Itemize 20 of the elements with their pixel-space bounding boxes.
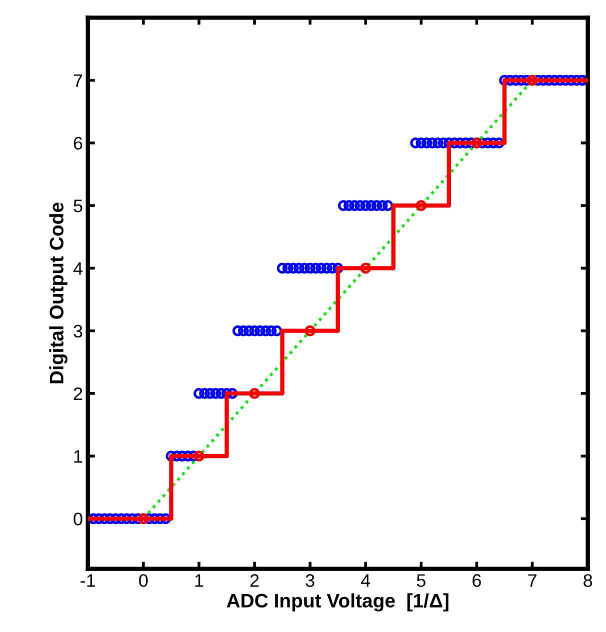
y-tick-label: 2: [74, 387, 82, 400]
x-tick-label: 7: [528, 574, 536, 587]
y-tick-label: 6: [74, 136, 82, 150]
y-axis-title: Digital Output Code: [49, 202, 68, 384]
x-tick-label: 8: [584, 574, 592, 587]
x-tick-label: 0: [139, 574, 148, 587]
x-tick-label: 5: [416, 574, 426, 587]
y-tick-label: 3: [74, 324, 82, 338]
x-tick-label: 2: [250, 574, 259, 587]
y-tick-label: 0: [74, 512, 82, 526]
x-tick-label: 1: [195, 574, 204, 587]
x-tick-label: 6: [472, 574, 481, 587]
x-tick-label: 3: [306, 574, 314, 587]
y-tick-label: 1: [74, 450, 82, 463]
y-tick-label: 4: [73, 262, 82, 275]
x-axis-title: ADC Input Voltage [1/Δ]: [226, 593, 448, 612]
y-tick-label: 7: [74, 74, 82, 87]
y-tick-label: 5: [74, 200, 82, 212]
x-tick-label: 4: [361, 574, 370, 587]
x-tick-label: -1: [80, 574, 96, 587]
